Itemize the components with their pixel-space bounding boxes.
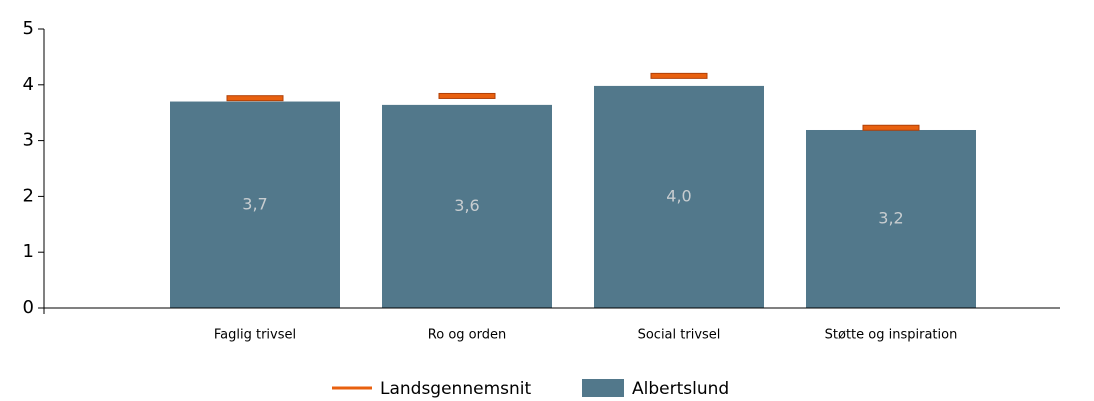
legend-swatch bbox=[582, 379, 624, 397]
y-tick-label: 5 bbox=[23, 18, 34, 39]
value-label: 3,2 bbox=[878, 208, 903, 227]
average-marker bbox=[862, 124, 920, 131]
average-marker bbox=[438, 92, 496, 99]
bar bbox=[806, 129, 976, 308]
average-marker bbox=[226, 95, 284, 102]
bar bbox=[382, 104, 552, 308]
y-tick-label: 4 bbox=[23, 74, 34, 95]
y-tick-label: 2 bbox=[23, 185, 34, 206]
bar bbox=[170, 101, 340, 308]
y-tick-label: 3 bbox=[23, 130, 34, 151]
value-label: 4,0 bbox=[666, 186, 691, 205]
bar bbox=[594, 85, 764, 308]
legend-label: Albertslund bbox=[632, 379, 729, 399]
x-tick-label: Faglig trivsel bbox=[214, 328, 296, 343]
x-tick-label: Social trivsel bbox=[638, 328, 721, 343]
y-tick-label: 1 bbox=[23, 241, 34, 262]
value-label: 3,6 bbox=[454, 196, 479, 215]
y-tick-label: 0 bbox=[23, 297, 34, 318]
x-tick-label: Støtte og inspiration bbox=[825, 328, 958, 343]
legend-label: Landsgennemsnit bbox=[380, 379, 531, 399]
value-label: 3,7 bbox=[242, 194, 267, 213]
average-marker bbox=[650, 72, 708, 79]
x-tick-label: Ro og orden bbox=[428, 328, 506, 343]
